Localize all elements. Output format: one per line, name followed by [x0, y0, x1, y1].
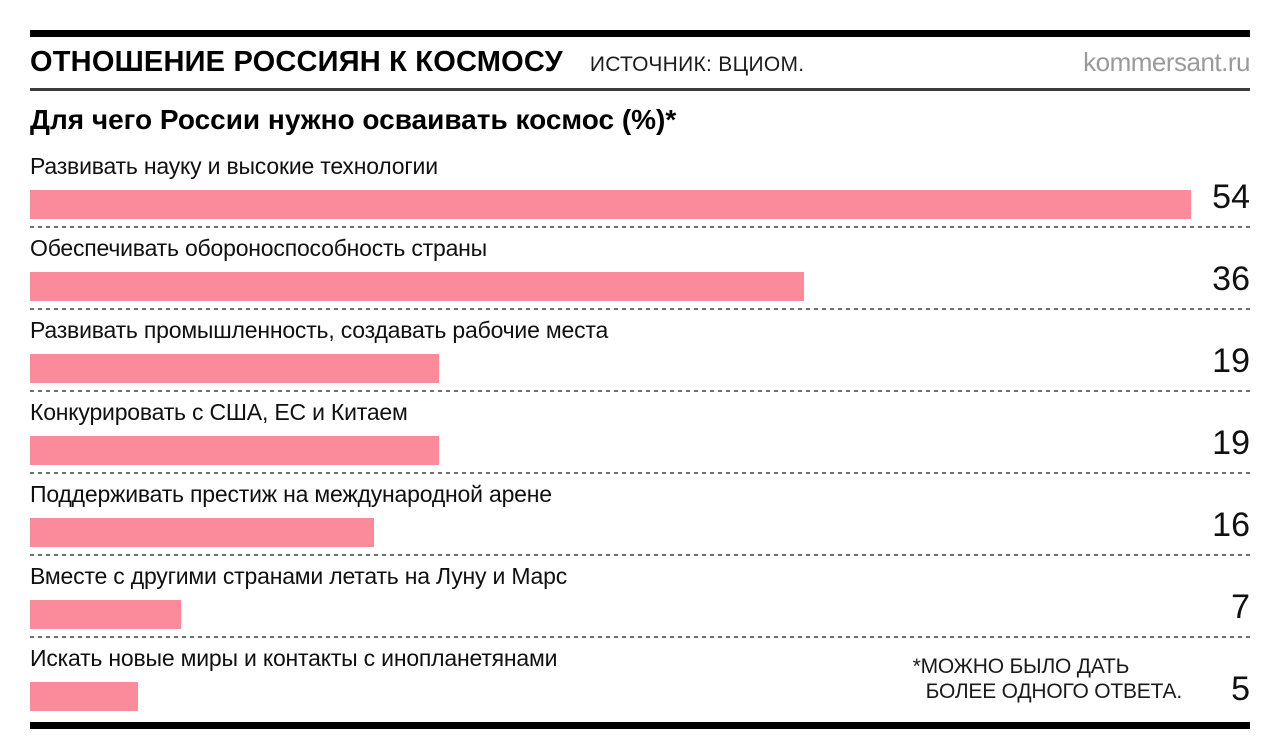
bar-value: 54 [1212, 178, 1250, 216]
bar-value: 36 [1212, 260, 1250, 298]
infographic: ОТНОШЕНИЕ РОССИЯН К КОСМОСУ ИСТОЧНИК: ВЦ… [30, 30, 1250, 729]
chart-row: Развивать промышленность, создавать рабо… [30, 310, 1250, 392]
bar-value: 7 [1231, 588, 1250, 626]
masthead: ОТНОШЕНИЕ РОССИЯН К КОСМОСУ ИСТОЧНИК: ВЦ… [30, 37, 1250, 78]
bar-label: Обеспечивать обороноспособность страны [30, 235, 488, 261]
bar-value: 5 [1231, 670, 1250, 708]
bar-label: Развивать промышленность, создавать рабо… [30, 317, 609, 343]
bar-value: 16 [1212, 506, 1250, 544]
header-divider [30, 88, 1250, 91]
bar-chart: Развивать науку и высокие технологии 54 … [30, 146, 1250, 722]
chart-row: Развивать науку и высокие технологии 54 [30, 146, 1250, 228]
bar-label: Искать новые миры и контакты с инопланет… [30, 645, 558, 671]
bottom-rule [30, 722, 1250, 729]
chart-row: Вместе с другими странами летать на Луну… [30, 556, 1250, 638]
bar-value: 19 [1212, 424, 1250, 462]
site-label: kommersant.ru [1083, 47, 1250, 77]
bar [30, 682, 138, 711]
page-title: ОТНОШЕНИЕ РОССИЯН К КОСМОСУ [30, 46, 563, 78]
chart-title: Для чего России нужно осваивать космос (… [30, 104, 677, 135]
bar-label: Конкурировать с США, ЕС и Китаем [30, 399, 408, 425]
bar-label: Развивать науку и высокие технологии [30, 153, 438, 179]
chart-row: Поддерживать престиж на международной ар… [30, 474, 1250, 556]
footnote-line-1: *МОЖНО БЫЛО ДАТЬ [912, 655, 1130, 678]
bar-label: Поддерживать престиж на международной ар… [30, 481, 552, 507]
chart-row: Обеспечивать обороноспособность страны 3… [30, 228, 1250, 310]
bar-value: 19 [1212, 342, 1250, 380]
footnote: *МОЖНО БЫЛО ДАТЬ БОЛЕЕ ОДНОГО ОТВЕТА. [912, 654, 1183, 704]
footnote-line-2: БОЛЕЕ ОДНОГО ОТВЕТА. [925, 680, 1183, 703]
bar [30, 272, 804, 301]
chart-row: Искать новые миры и контакты с инопланет… [30, 638, 1250, 722]
bar [30, 436, 439, 465]
top-rule [30, 30, 1250, 37]
bar [30, 190, 1191, 219]
source-label: ИСТОЧНИК: ВЦИОМ. [589, 53, 805, 76]
bar-label: Вместе с другими странами летать на Луну… [30, 563, 568, 589]
bar [30, 600, 181, 629]
bar [30, 354, 439, 383]
chart-row: Конкурировать с США, ЕС и Китаем 19 [30, 392, 1250, 474]
bar [30, 518, 374, 547]
